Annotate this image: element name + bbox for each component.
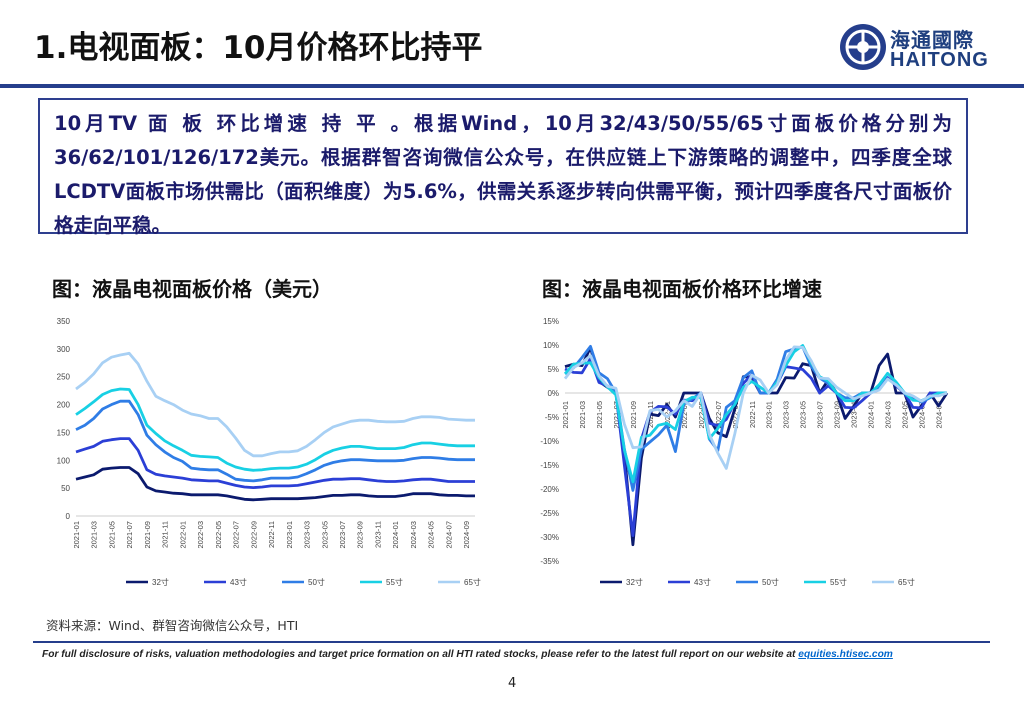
x-tick-label: 2024-03: [409, 521, 418, 549]
x-tick-label: 2022-11: [748, 401, 757, 428]
x-tick-label: 2023-11: [850, 401, 859, 428]
x-tick-label: 2021-01: [72, 521, 81, 549]
x-tick-label: 2021-05: [595, 401, 604, 429]
x-tick-label: 2022-03: [680, 401, 689, 429]
x-tick-label: 2021-07: [125, 521, 134, 549]
x-tick-label: 2022-09: [731, 401, 740, 429]
series-line-50寸: [75, 399, 475, 483]
x-tick-label: 2022-11: [267, 521, 276, 548]
x-tick-label: 2024-01: [391, 521, 400, 549]
y-tick-label: 5%: [547, 365, 559, 374]
y-tick-label: 150: [57, 428, 71, 437]
y-tick-label: 250: [57, 373, 71, 382]
y-tick-label: -25%: [540, 509, 559, 518]
x-tick-label: 2024-09: [935, 401, 944, 429]
x-tick-label: 2023-03: [303, 521, 312, 549]
y-tick-label: -15%: [540, 461, 559, 470]
series-line-55寸: [563, 344, 947, 484]
chart1-title: 图：液晶电视面板价格（美元）: [52, 277, 332, 301]
logo-text-cn: 海通國際: [890, 28, 974, 52]
mom-growth-line-chart: 15% 10% 5% 0% -5% -10% -15% -20% -25% -30% -35% 202…: [540, 317, 949, 587]
x-tick-label: 2023-07: [338, 521, 347, 549]
x-tick-label: 2021-03: [578, 401, 587, 429]
y-tick-label: -20%: [540, 485, 559, 494]
page-number: 4: [508, 676, 517, 691]
x-tick-label: 2023-07: [816, 401, 825, 429]
series-line-65寸: [563, 345, 948, 470]
legend-label: 50寸: [762, 577, 779, 587]
x-tick-label: 2022-03: [196, 521, 205, 549]
page-title: 1.电视面板：10月价格环比持平: [34, 30, 483, 66]
x-tick-label: 2022-09: [249, 521, 258, 549]
x-tick-label: 2023-05: [799, 401, 808, 429]
x-tick-label: 2022-07: [714, 401, 723, 429]
x-tick-label: 2022-01: [663, 401, 672, 429]
y-tick-label: 300: [57, 345, 71, 354]
haitong-emblem-icon: [840, 24, 886, 70]
x-tick-label: 2024-07: [444, 521, 453, 549]
y-tick-label: -5%: [545, 413, 559, 422]
x-tick-label: 2021-03: [90, 521, 99, 549]
y-tick-label: 350: [57, 317, 71, 326]
x-tick-label: 2024-05: [427, 521, 436, 549]
data-source: 资料来源：Wind、群智咨询微信公众号，HTI: [46, 618, 299, 633]
y-tick-label: 50: [61, 484, 70, 493]
y-tick-label: 10%: [543, 341, 559, 350]
summary-box: 10月TV 面 板 环比增速 持 平 。根据Wind，10月32/43/50/5…: [38, 98, 968, 237]
legend-label: 43寸: [694, 577, 711, 587]
x-tick-label: 2021-09: [629, 401, 638, 429]
y-tick-label: 200: [57, 401, 71, 410]
price-line-chart: 0 50 100 150 200 250 300 350 2021-01 2021-03 2021-…: [57, 317, 481, 587]
x-tick-label: 2024-09: [462, 521, 471, 549]
x-tick-label: 2024-01: [867, 401, 876, 429]
y-tick-label: -35%: [540, 557, 559, 566]
legend-label: 43寸: [230, 577, 247, 587]
legend-label: 32寸: [152, 577, 169, 587]
y-tick-label: -30%: [540, 533, 559, 542]
x-tick-label: 2022-01: [178, 521, 187, 549]
x-tick-label: 2023-09: [356, 521, 365, 549]
x-tick-label: 2023-11: [373, 521, 382, 548]
y-tick-label: 0: [66, 512, 71, 521]
website-link[interactable]: equities.htisec.com: [798, 649, 893, 660]
series-line-32寸: [75, 466, 475, 502]
x-tick-label: 2023-09: [833, 401, 842, 429]
y-tick-label: 0%: [547, 389, 559, 398]
y-tick-label: 100: [57, 456, 71, 465]
legend-label: 55寸: [830, 577, 847, 587]
x-tick-label: 2021-09: [143, 521, 152, 549]
company-logo: 海通國際 HAITONG: [838, 22, 998, 78]
x-tick-label: 2023-03: [782, 401, 791, 429]
disclaimer: For full disclosure of risks, valuation …: [42, 649, 893, 660]
x-tick-label: 2022-07: [232, 521, 241, 549]
legend-label: 65寸: [898, 577, 915, 587]
legend-label: 32寸: [626, 577, 643, 587]
x-tick-label: 2024-07: [918, 401, 927, 429]
header-divider: [0, 84, 1024, 88]
x-tick-label: 2021-01: [561, 401, 570, 429]
x-tick-label: 2021-07: [612, 401, 621, 429]
x-tick-label: 2024-03: [884, 401, 893, 429]
series-line-65寸: [75, 351, 475, 458]
disclaimer-text: For full disclosure of risks, valuation …: [42, 649, 799, 660]
x-tick-label: 2021-05: [107, 521, 116, 549]
x-tick-label: 2023-05: [320, 521, 329, 549]
x-tick-label: 2022-05: [697, 401, 706, 429]
logo-text-en: HAITONG: [890, 49, 989, 71]
y-tick-label: 15%: [543, 317, 559, 326]
footer-divider: [33, 641, 990, 643]
x-tick-label: 2023-01: [285, 521, 294, 549]
chart2-title: 图：液晶电视面板价格环比增速: [542, 277, 822, 301]
series-line-55寸: [75, 387, 475, 472]
legend-label: 65寸: [464, 577, 481, 587]
x-tick-label: 2021-11: [161, 521, 170, 548]
legend-label: 55寸: [386, 577, 403, 587]
legend-label: 50寸: [308, 577, 325, 587]
y-tick-label: -10%: [540, 437, 559, 446]
series-line-43寸: [75, 437, 475, 490]
x-tick-label: 2023-01: [765, 401, 774, 429]
x-tick-label: 2022-05: [214, 521, 223, 549]
x-tick-label: 2024-05: [901, 401, 910, 429]
